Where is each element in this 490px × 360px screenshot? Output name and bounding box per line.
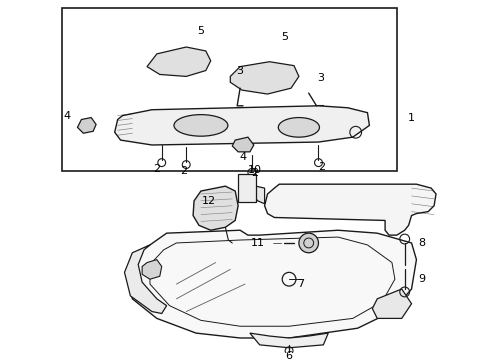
Bar — [238, 174, 256, 202]
Polygon shape — [232, 137, 254, 152]
Text: 2: 2 — [180, 166, 187, 176]
Text: 9: 9 — [418, 274, 425, 284]
Polygon shape — [193, 186, 238, 230]
Text: 5: 5 — [281, 32, 288, 42]
Bar — [62, 8, 397, 171]
Text: 10: 10 — [248, 166, 262, 175]
Text: 2: 2 — [251, 168, 258, 179]
Text: 2: 2 — [153, 163, 160, 174]
Text: 5: 5 — [197, 26, 204, 36]
Text: 12: 12 — [202, 196, 216, 206]
Polygon shape — [250, 333, 328, 348]
Polygon shape — [115, 106, 369, 145]
Text: 4: 4 — [63, 111, 70, 121]
Polygon shape — [124, 245, 167, 314]
Polygon shape — [127, 230, 416, 338]
Polygon shape — [252, 186, 265, 204]
Text: 1: 1 — [408, 113, 415, 122]
Text: 7: 7 — [297, 279, 304, 289]
Text: 8: 8 — [418, 238, 425, 248]
Polygon shape — [142, 260, 162, 279]
Text: 2: 2 — [318, 162, 325, 172]
Ellipse shape — [174, 114, 228, 136]
Polygon shape — [147, 47, 211, 76]
Polygon shape — [372, 289, 412, 318]
Polygon shape — [230, 62, 299, 94]
Circle shape — [299, 233, 318, 253]
Text: 3: 3 — [317, 73, 324, 84]
Text: 11: 11 — [251, 238, 265, 248]
Ellipse shape — [278, 118, 319, 137]
Polygon shape — [265, 184, 436, 235]
Text: 4: 4 — [240, 152, 246, 162]
Text: 3: 3 — [237, 66, 244, 76]
Text: 6: 6 — [286, 351, 293, 360]
Polygon shape — [77, 118, 96, 133]
